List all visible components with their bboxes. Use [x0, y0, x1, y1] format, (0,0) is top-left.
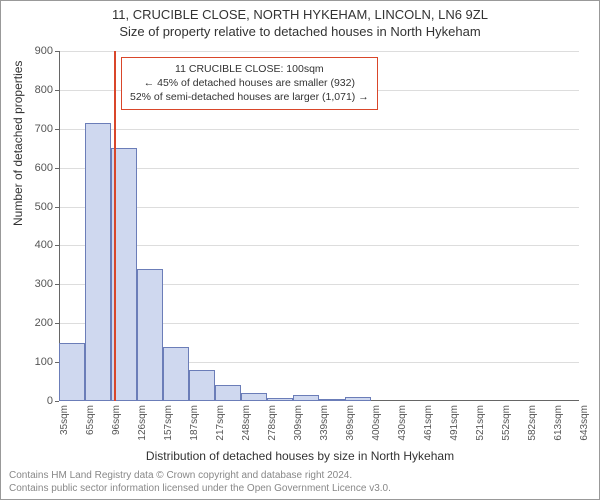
ytick-label: 700 — [35, 123, 53, 135]
grid-line — [59, 51, 579, 52]
grid-line — [59, 168, 579, 169]
xtick-label: 65sqm — [85, 405, 96, 435]
footer-line: Contains HM Land Registry data © Crown c… — [9, 469, 391, 482]
footer: Contains HM Land Registry data © Crown c… — [9, 469, 391, 495]
annotation-box: 11 CRUCIBLE CLOSE: 100sqm ← 45% of detac… — [121, 57, 378, 110]
grid-line — [59, 207, 579, 208]
annotation-line: ← 45% of detached houses are smaller (93… — [130, 76, 369, 90]
footer-line: Contains public sector information licen… — [9, 482, 391, 495]
xtick-label: 339sqm — [319, 405, 330, 441]
xtick-label: 521sqm — [475, 405, 486, 441]
ytick-label: 0 — [47, 395, 53, 407]
ytick-label: 300 — [35, 278, 53, 290]
xtick-label: 552sqm — [501, 405, 512, 441]
ytick-label: 500 — [35, 201, 53, 213]
histogram-bar — [137, 269, 163, 401]
xtick-label: 400sqm — [371, 405, 382, 441]
histogram-bar — [345, 397, 371, 401]
histogram-bar — [267, 398, 293, 401]
ytick-label: 100 — [35, 356, 53, 368]
ytick-mark — [55, 168, 59, 169]
grid-line — [59, 245, 579, 246]
histogram-bar — [241, 393, 267, 401]
xtick-label: 217sqm — [215, 405, 226, 441]
xtick-label: 248sqm — [241, 405, 252, 441]
x-axis-title: Distribution of detached houses by size … — [1, 449, 599, 463]
histogram-bar — [293, 395, 319, 401]
histogram-bar — [163, 347, 189, 401]
annotation-line: 11 CRUCIBLE CLOSE: 100sqm — [130, 62, 369, 76]
annotation-line: 52% of semi-detached houses are larger (… — [130, 90, 369, 104]
ytick-label: 600 — [35, 162, 53, 174]
histogram-bar — [59, 343, 85, 401]
xtick-label: 309sqm — [293, 405, 304, 441]
histogram-bar — [215, 385, 241, 401]
xtick-label: 187sqm — [189, 405, 200, 441]
plot-area: 11 CRUCIBLE CLOSE: 100sqm ← 45% of detac… — [59, 51, 579, 401]
chart-container: 11, CRUCIBLE CLOSE, NORTH HYKEHAM, LINCO… — [0, 0, 600, 500]
xtick-label: 96sqm — [111, 405, 122, 435]
xtick-label: 461sqm — [423, 405, 434, 441]
ytick-label: 900 — [35, 45, 53, 57]
reference-line — [114, 51, 116, 401]
ytick-mark — [55, 245, 59, 246]
title-main: 11, CRUCIBLE CLOSE, NORTH HYKEHAM, LINCO… — [1, 7, 599, 22]
xtick-label: 582sqm — [527, 405, 538, 441]
xtick-label: 491sqm — [449, 405, 460, 441]
histogram-bar — [189, 370, 215, 401]
xtick-label: 369sqm — [345, 405, 356, 441]
ytick-mark — [55, 401, 59, 402]
xtick-label: 643sqm — [579, 405, 590, 441]
ytick-label: 400 — [35, 239, 53, 251]
ytick-mark — [55, 129, 59, 130]
xtick-label: 126sqm — [137, 405, 148, 441]
xtick-label: 35sqm — [59, 405, 70, 435]
title-sub: Size of property relative to detached ho… — [1, 24, 599, 39]
xtick-label: 430sqm — [397, 405, 408, 441]
title-block: 11, CRUCIBLE CLOSE, NORTH HYKEHAM, LINCO… — [1, 1, 599, 39]
ytick-mark — [55, 207, 59, 208]
histogram-bar — [319, 399, 345, 401]
grid-line — [59, 129, 579, 130]
xtick-label: 613sqm — [553, 405, 564, 441]
ytick-label: 200 — [35, 317, 53, 329]
xtick-label: 157sqm — [163, 405, 174, 441]
y-axis-title: Number of detached properties — [11, 61, 25, 226]
ytick-mark — [55, 284, 59, 285]
ytick-mark — [55, 323, 59, 324]
ytick-mark — [55, 90, 59, 91]
histogram-bar — [85, 123, 111, 401]
ytick-label: 800 — [35, 84, 53, 96]
ytick-mark — [55, 51, 59, 52]
xtick-label: 278sqm — [267, 405, 278, 441]
